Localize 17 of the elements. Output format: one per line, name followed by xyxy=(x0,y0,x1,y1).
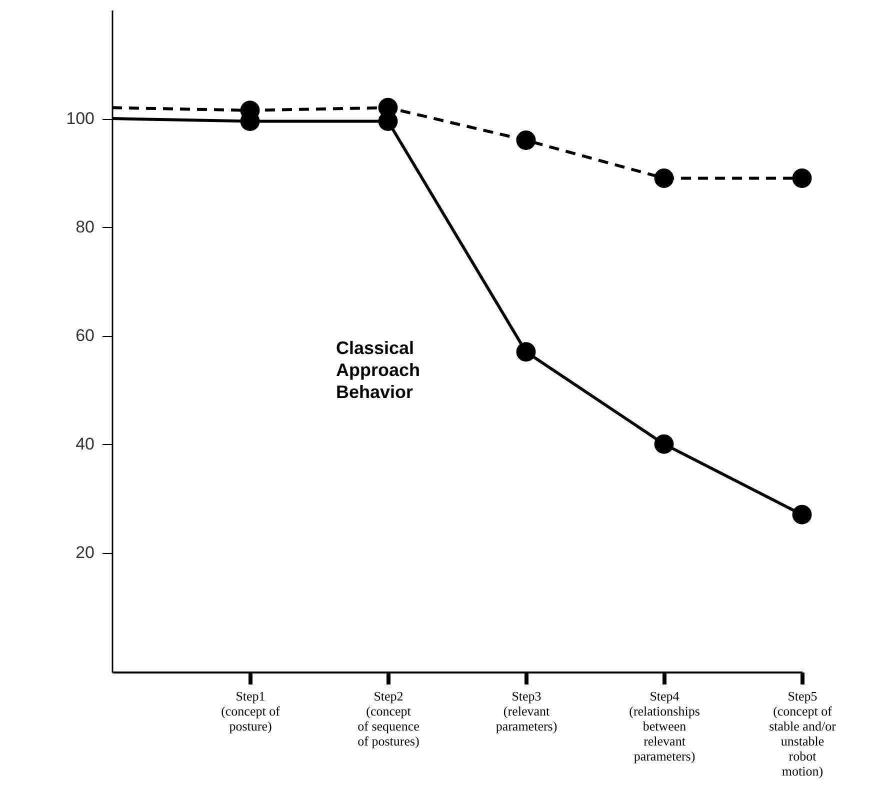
y-tick-label: 40 xyxy=(76,434,94,454)
point xyxy=(654,168,674,188)
x-tick-label: Step2 (concept of sequence of postures) xyxy=(358,688,420,748)
point xyxy=(516,342,536,362)
y-tick-label: 20 xyxy=(76,543,94,562)
x-tick-label: Step4 (relationships between relevant parameters) xyxy=(629,688,700,764)
x-tick-label: Step5 (concept of stable and/or unstable robot motion) xyxy=(769,688,837,778)
x-tick-label: Step3 (relevant parameters) xyxy=(496,688,558,734)
y-tick-label: 80 xyxy=(76,218,94,237)
y-tick-label: 100 xyxy=(66,109,94,128)
y-tick-label: 60 xyxy=(76,326,94,346)
point xyxy=(516,130,536,150)
x-tick-label: Step1 (concept of posture) xyxy=(221,688,281,734)
point xyxy=(792,504,812,524)
point xyxy=(654,434,674,454)
text: Classical Approach Behavior xyxy=(336,338,420,402)
point xyxy=(792,168,812,188)
